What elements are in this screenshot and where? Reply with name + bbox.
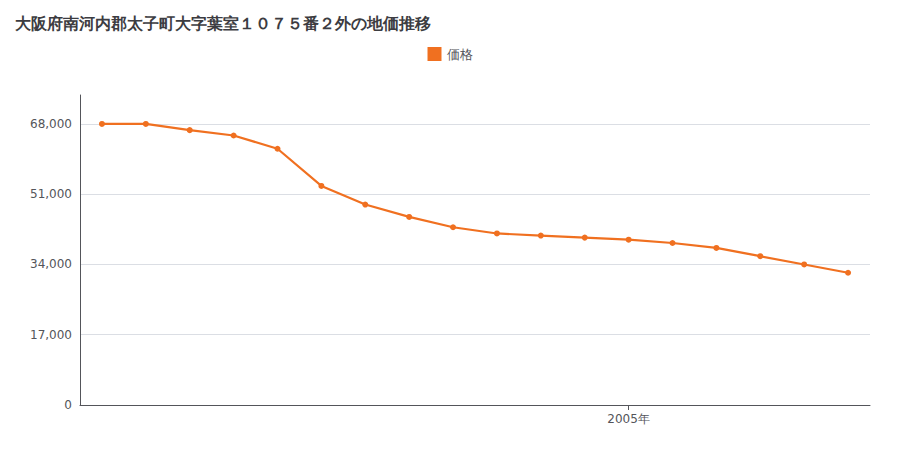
svg-text:34,000: 34,000	[30, 257, 72, 271]
svg-text:17,000: 17,000	[30, 328, 72, 342]
svg-text:大阪府南河内郡太子町大字葉室１０７５番２外の地価推移: 大阪府南河内郡太子町大字葉室１０７５番２外の地価推移	[15, 14, 431, 33]
svg-text:51,000: 51,000	[30, 187, 72, 201]
svg-text:2005年: 2005年	[607, 412, 650, 426]
svg-text:68,000: 68,000	[30, 117, 72, 131]
svg-text:0: 0	[64, 398, 72, 412]
svg-text:価格: 価格	[447, 47, 473, 62]
